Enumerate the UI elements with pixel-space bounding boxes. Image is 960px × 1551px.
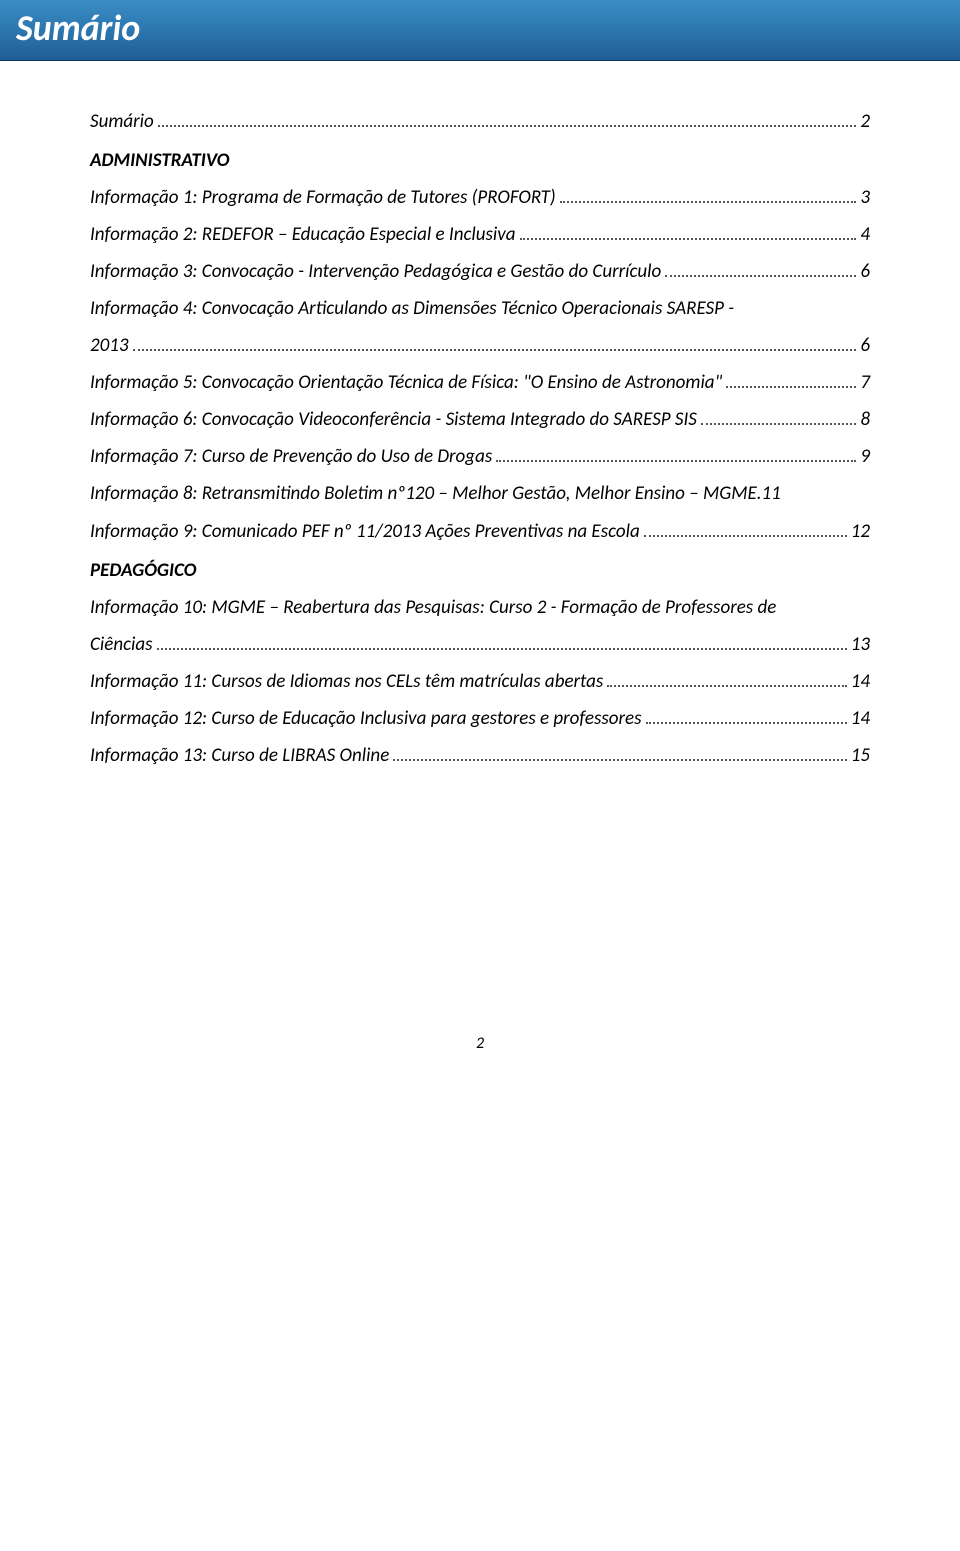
toc-entry: Informação 7: Curso de Prevenção do Uso … xyxy=(90,438,870,475)
toc-entry-label: Informação 11: Cursos de Idiomas nos CEL… xyxy=(90,663,603,700)
dot-leader xyxy=(665,264,856,277)
toc-section-administrativo: ADMINISTRATIVO xyxy=(90,142,870,179)
dot-leader xyxy=(646,710,847,723)
toc-entry-page: 11 xyxy=(762,475,781,512)
toc-entry-label: Sumário xyxy=(90,103,154,140)
toc-entry-sumario: Sumário 2 xyxy=(90,103,870,140)
toc-entry-page: 14 xyxy=(851,663,870,700)
toc-entry-page: 7 xyxy=(860,364,870,401)
toc-entry-label: Informação 7: Curso de Prevenção do Uso … xyxy=(90,438,492,475)
toc-entry: 2013 6 xyxy=(90,327,870,364)
toc-entry: Informação 5: Convocação Orientação Técn… xyxy=(90,364,870,401)
dot-leader xyxy=(133,338,857,351)
dot-leader xyxy=(496,449,856,462)
toc-entry-label: 2013 xyxy=(90,327,129,364)
toc-entry-line1: Informação 10: MGME – Reabertura das Pes… xyxy=(90,589,870,626)
toc-entry-label: Informação 3: Convocação - Intervenção P… xyxy=(90,253,661,290)
toc-entry: Informação 6: Convocação Videoconferênci… xyxy=(90,401,870,438)
toc-entry-page: 2 xyxy=(860,103,870,140)
toc-entry-label: Informação 5: Convocação Orientação Técn… xyxy=(90,364,722,401)
toc-entry-page: 12 xyxy=(851,513,870,550)
dot-leader xyxy=(560,190,857,203)
dot-leader xyxy=(393,748,846,761)
dot-leader xyxy=(157,636,847,649)
dot-leader xyxy=(701,412,856,425)
page-title-banner: Sumário xyxy=(0,0,960,61)
dot-leader xyxy=(520,227,857,240)
dot-leader xyxy=(607,673,846,686)
toc-section-pedagogico: PEDAGÓGICO xyxy=(90,552,870,589)
toc-entry: Informação 13: Curso de LIBRAS Online 15 xyxy=(90,737,870,774)
toc-entry: Informação 11: Cursos de Idiomas nos CEL… xyxy=(90,663,870,700)
toc-entry-page: 4 xyxy=(860,216,870,253)
table-of-contents: Sumário 2 ADMINISTRATIVO Informação 1: P… xyxy=(90,103,870,774)
dot-leader xyxy=(644,523,847,536)
toc-entry-page: 9 xyxy=(860,438,870,475)
toc-entry: Informação 9: Comunicado PEF nº 11/2013 … xyxy=(90,513,870,550)
toc-entry-label: Informação 8: Retransmitindo Boletim nº1… xyxy=(90,475,762,512)
toc-entry-label: Informação 12: Curso de Educação Inclusi… xyxy=(90,700,642,737)
toc-entry-line1: Informação 4: Convocação Articulando as … xyxy=(90,290,870,327)
toc-entry-page: 6 xyxy=(860,253,870,290)
toc-entry-page: 6 xyxy=(860,327,870,364)
toc-entry: Informação 2: REDEFOR – Educação Especia… xyxy=(90,216,870,253)
toc-entry: Informação 8: Retransmitindo Boletim nº1… xyxy=(90,475,870,512)
dot-leader xyxy=(726,375,856,388)
toc-entry-page: 3 xyxy=(860,179,870,216)
toc-entry: Informação 12: Curso de Educação Inclusi… xyxy=(90,700,870,737)
toc-entry-label: Informação 9: Comunicado PEF nº 11/2013 … xyxy=(90,513,640,550)
dot-leader xyxy=(158,114,857,127)
toc-entry: Informação 3: Convocação - Intervenção P… xyxy=(90,253,870,290)
page-number: 2 xyxy=(90,1034,870,1053)
toc-entry-label: Informação 6: Convocação Videoconferênci… xyxy=(90,401,697,438)
toc-entry-page: 8 xyxy=(860,401,870,438)
toc-entry: Ciências 13 xyxy=(90,626,870,663)
toc-entry: Informação 1: Programa de Formação de Tu… xyxy=(90,179,870,216)
toc-entry-page: 13 xyxy=(851,626,870,663)
toc-entry-label: Informação 1: Programa de Formação de Tu… xyxy=(90,179,556,216)
toc-entry-label: Informação 2: REDEFOR – Educação Especia… xyxy=(90,216,516,253)
toc-entry-label: Ciências xyxy=(90,626,153,663)
document-page: Sumário Sumário 2 ADMINISTRATIVO Informa… xyxy=(0,0,960,1113)
toc-entry-page: 15 xyxy=(851,737,870,774)
page-title: Sumário xyxy=(16,6,140,50)
toc-entry-label: Informação 13: Curso de LIBRAS Online xyxy=(90,737,389,774)
toc-entry-page: 14 xyxy=(851,700,870,737)
